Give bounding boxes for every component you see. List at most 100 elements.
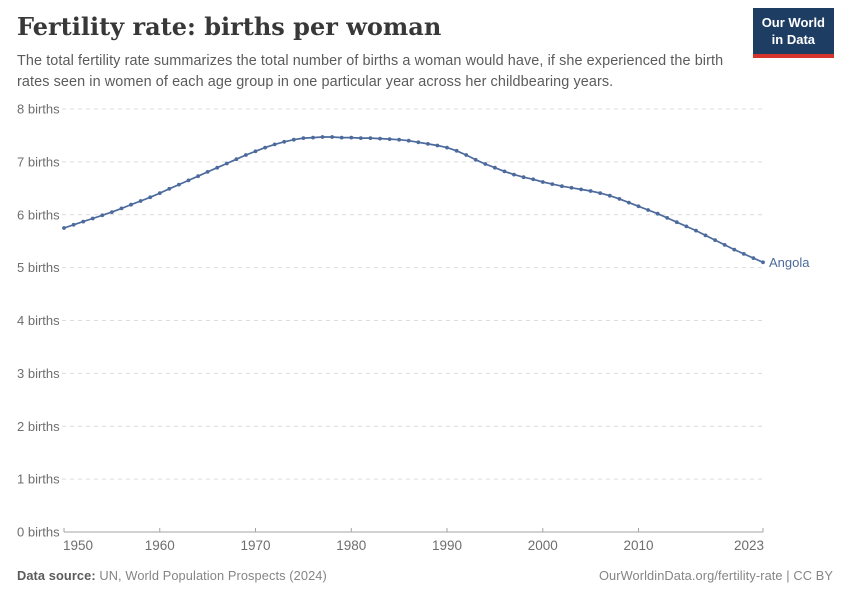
data-point-marker: [732, 247, 737, 252]
chart-subtitle: The total fertility rate summarizes the …: [17, 53, 724, 90]
data-point-marker: [224, 161, 229, 166]
data-point-marker: [148, 195, 153, 200]
data-point-marker: [741, 252, 746, 256]
angola-series-line: [63, 136, 764, 264]
data-point-marker: [378, 136, 382, 141]
data-point-marker: [521, 175, 526, 180]
data-point-marker: [703, 233, 708, 238]
data-point-marker: [473, 157, 478, 162]
x-tick-label: 1960: [145, 538, 175, 553]
data-point-marker: [579, 187, 583, 192]
data-point-marker: [320, 135, 325, 139]
data-point-marker: [71, 222, 76, 227]
data-point-marker: [560, 184, 564, 189]
y-tick-label: 8 births: [17, 102, 60, 117]
y-tick-label: 6 births: [17, 207, 60, 222]
data-point-marker: [464, 153, 469, 157]
data-point-marker: [110, 210, 114, 215]
data-point-marker: [196, 174, 201, 179]
x-tick-label: 1990: [432, 538, 462, 553]
data-point-marker: [100, 213, 105, 218]
data-point-marker: [311, 135, 315, 140]
x-tick-label: 2000: [528, 538, 558, 553]
y-tick-label: 3 births: [17, 366, 60, 381]
data-point-marker: [655, 211, 660, 216]
y-tick-label: 1 births: [17, 472, 60, 487]
data-point-marker: [244, 153, 248, 157]
data-point-marker: [406, 138, 411, 143]
data-point-marker: [62, 226, 66, 230]
data-point-marker: [588, 189, 593, 193]
page-title: Fertility rate: births per woman: [17, 12, 442, 41]
data-point-marker: [540, 180, 545, 184]
data-point-marker: [674, 220, 679, 225]
data-point-marker: [665, 216, 670, 220]
data-point-marker: [272, 142, 277, 147]
data-point-marker: [186, 178, 191, 183]
data-point-marker: [569, 185, 574, 190]
data-point-marker: [636, 204, 641, 209]
x-tick-label: 1970: [240, 538, 270, 553]
owid-logo-line2: in Data: [771, 31, 816, 47]
data-point-marker: [358, 136, 363, 141]
data-point-marker: [138, 199, 143, 203]
y-tick-label: 2 births: [17, 419, 60, 434]
x-tick-label: 2010: [623, 538, 653, 553]
data-point-marker: [349, 135, 354, 140]
y-tick-label: 0 births: [17, 525, 60, 540]
owid-url-link[interactable]: OurWorldinData.org/fertility-rate | CC B…: [598, 568, 833, 583]
data-point-marker: [483, 162, 488, 166]
data-point-marker: [215, 165, 220, 170]
x-tick-label: 1980: [336, 538, 366, 553]
data-point-marker: [531, 177, 536, 182]
data-point-marker: [234, 157, 239, 162]
data-point-marker: [550, 182, 555, 187]
data-point-marker: [301, 136, 306, 141]
data-point-marker: [435, 143, 440, 148]
data-point-marker: [263, 145, 267, 150]
data-source-label: Data source:: [17, 568, 96, 583]
data-point-marker: [339, 135, 344, 140]
owid-logo[interactable]: Our World in Data: [752, 8, 834, 58]
data-point-marker: [607, 193, 612, 198]
data-point-marker: [119, 206, 124, 211]
data-point-marker: [426, 142, 430, 146]
data-point-marker: [512, 172, 516, 177]
data-point-marker: [282, 139, 287, 144]
data-point-marker: [627, 200, 631, 205]
x-tick-label: 1950: [63, 538, 93, 553]
data-point-marker: [598, 191, 603, 196]
data-point-marker: [502, 169, 507, 174]
data-point-marker: [761, 260, 765, 265]
data-point-marker: [330, 135, 334, 139]
data-point-marker: [684, 224, 689, 229]
data-point-marker: [167, 186, 172, 191]
data-point-marker: [129, 202, 133, 207]
data-point-marker: [646, 208, 650, 212]
y-tick-label: 7 births: [17, 154, 60, 169]
y-tick-label: 5 births: [17, 260, 60, 275]
data-point-marker: [397, 137, 401, 142]
data-point-marker: [253, 149, 258, 154]
data-point-marker: [291, 137, 296, 142]
chart-footer: Data source: UN, World Population Prospe…: [17, 568, 833, 583]
data-point-marker: [416, 140, 421, 145]
data-point-marker: [713, 238, 717, 243]
data-point-marker: [751, 256, 756, 260]
data-point-marker: [90, 216, 95, 221]
data-point-marker: [81, 219, 86, 224]
data-point-marker: [454, 148, 459, 153]
data-point-marker: [722, 243, 727, 247]
series-end-label-angola: Angola: [769, 255, 810, 270]
data-source-text: UN, World Population Prospects (2024): [95, 568, 327, 583]
data-point-marker: [445, 145, 449, 150]
data-source: Data source: UN, World Population Prospe…: [17, 568, 327, 583]
data-point-marker: [157, 191, 162, 196]
data-point-marker: [368, 136, 373, 141]
data-point-marker: [177, 182, 181, 187]
data-point-marker: [694, 228, 698, 233]
data-point-marker: [387, 137, 392, 142]
y-tick-label: 4 births: [17, 313, 60, 328]
data-point-marker: [493, 165, 497, 170]
x-tick-label: 2023: [734, 538, 764, 553]
